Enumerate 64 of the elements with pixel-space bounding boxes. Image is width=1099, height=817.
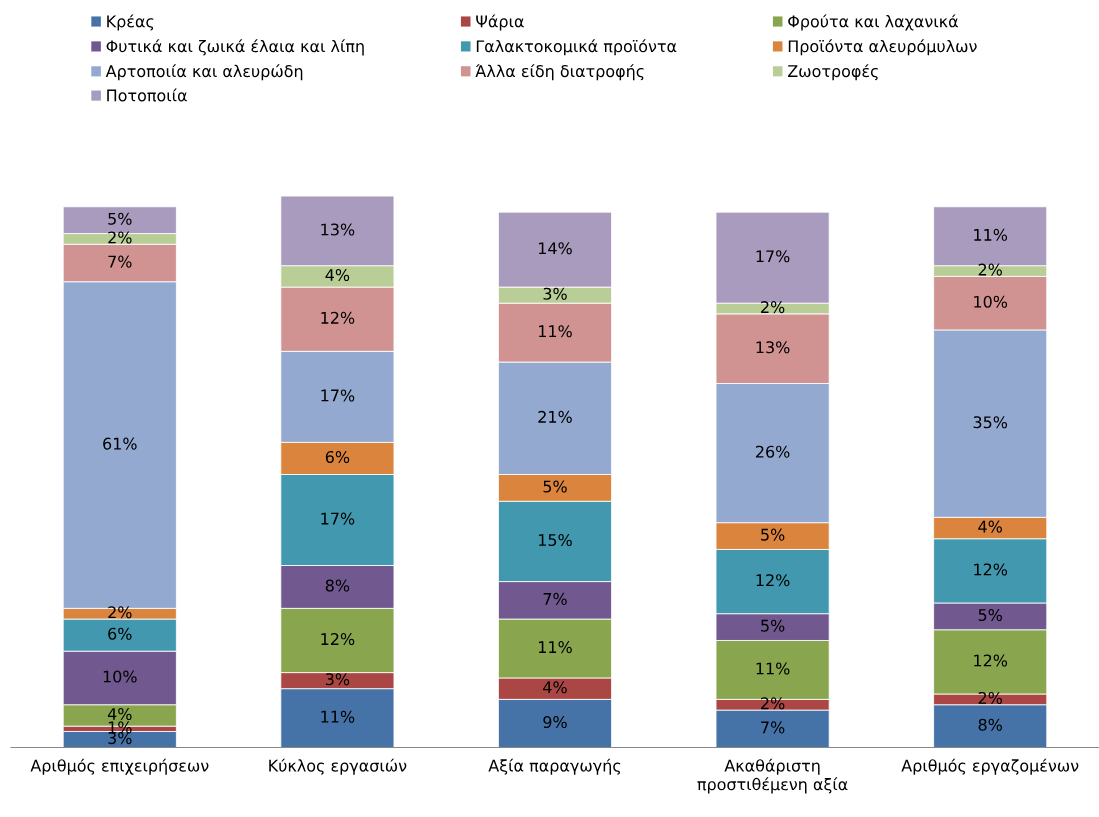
legend-label: Ποτοποιία [107, 88, 187, 102]
data-label: 14% [539, 242, 572, 255]
data-label: 10% [103, 670, 137, 683]
data-label: 17% [321, 512, 355, 525]
data-label: 2% [761, 301, 785, 314]
data-label: 21% [538, 410, 572, 423]
legend-label: Γαλακτοκομικά προϊόντα [476, 39, 677, 56]
data-label: 5% [761, 528, 785, 541]
data-label: 5% [108, 212, 132, 225]
data-label: 6% [325, 450, 350, 464]
data-label: 12% [974, 654, 1008, 667]
data-label: 4% [978, 520, 1002, 533]
data-label: 8% [978, 718, 1002, 731]
data-label: 17% [756, 250, 790, 263]
data-label: 11% [539, 325, 572, 338]
data-label: 11% [539, 641, 572, 654]
legend-label: Φρούτα και λαχανικά [788, 14, 958, 31]
data-label: 7% [543, 592, 567, 605]
data-label: 3% [543, 287, 567, 300]
data-label: 35% [973, 416, 1008, 429]
data-label: 4% [325, 268, 350, 282]
data-label: 4% [543, 681, 567, 694]
data-label: 2% [978, 691, 1002, 704]
legend-label: Προϊόντα αλευρόμυλων [788, 39, 977, 56]
data-label: 26% [756, 445, 790, 458]
legend-label: Αρτοποιία και αλευρώδη [105, 64, 303, 81]
data-label: 9% [543, 716, 567, 729]
data-label: 15% [539, 533, 572, 547]
data-label: 12% [321, 633, 355, 646]
data-label: 12% [321, 311, 355, 324]
data-label: 8% [325, 579, 350, 592]
legend-label: Ψάρια [476, 14, 524, 31]
x-tick-label: Κύκλος εργασιών [269, 758, 407, 775]
data-label: 5% [978, 608, 1002, 622]
data-label: 2% [108, 231, 132, 244]
data-label: 17% [321, 389, 355, 402]
data-label: 11% [974, 228, 1008, 241]
data-label: 2% [108, 606, 132, 619]
legend-label: Ζωοτροφές [787, 64, 878, 81]
data-label: 5% [761, 619, 785, 632]
data-label: 10% [974, 295, 1008, 308]
legend-label: Φυτικά και ζωικά έλαια και λίπη [106, 39, 364, 56]
data-label: 61% [103, 437, 137, 450]
data-label: 2% [761, 697, 785, 710]
data-label: 13% [756, 341, 790, 354]
data-label: 12% [974, 563, 1008, 576]
data-label: 6% [108, 627, 132, 640]
x-tick-label: Αριθμός εργαζομένων [901, 758, 1079, 775]
legend-label: Άλλα είδη διατροφής [475, 64, 644, 81]
data-label: 13% [321, 223, 355, 236]
data-label: 12% [756, 574, 790, 587]
data-label: 5% [543, 480, 567, 493]
legend-label: Κρέας [107, 14, 154, 31]
x-tick-label: Ακαθάριστη προστιθέμενη αξία [697, 758, 848, 794]
data-label: 3% [325, 673, 350, 686]
data-label: 11% [321, 710, 355, 723]
data-label: 3% [108, 732, 132, 745]
x-tick-label: Αριθμός επιχειρήσεων [30, 758, 209, 775]
data-label: 7% [761, 721, 785, 734]
data-label: 2% [978, 263, 1002, 276]
data-label: 11% [756, 662, 790, 675]
data-label: 7% [108, 255, 132, 268]
x-tick-label: Αξία παραγωγής [488, 758, 621, 775]
data-label: 4% [107, 707, 132, 721]
